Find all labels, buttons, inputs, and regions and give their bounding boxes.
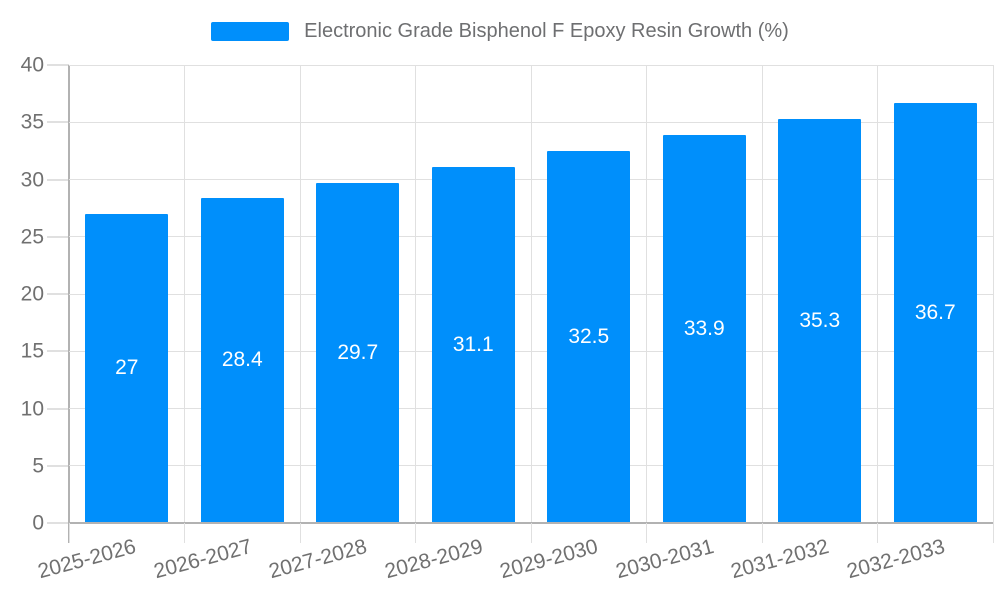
x-axis-tick xyxy=(68,523,70,543)
y-axis-tick-label: 30 xyxy=(20,168,44,191)
bar[interactable]: 29.7 xyxy=(316,182,400,523)
bar-value-label: 27 xyxy=(115,356,139,380)
x-axis-tick-label: 2027-2028 xyxy=(266,535,370,584)
bar[interactable]: 28.4 xyxy=(200,197,284,523)
y-axis-tick xyxy=(47,293,69,295)
y-axis-tick-label: 0 xyxy=(32,511,44,535)
bar[interactable]: 27 xyxy=(85,213,169,523)
y-axis-tick xyxy=(47,64,69,66)
x-axis-tick xyxy=(992,523,994,543)
x-axis-tick xyxy=(530,523,532,543)
bar-value-label: 29.7 xyxy=(337,340,379,364)
y-axis-ticks xyxy=(47,64,69,524)
y-axis-tick-label: 40 xyxy=(20,53,44,77)
vertical-gridline xyxy=(992,65,994,523)
x-axis-tick xyxy=(646,523,647,543)
y-axis-tick xyxy=(47,464,69,467)
legend-item-series[interactable]: Electronic Grade Bisphenol F Epoxy Resin… xyxy=(211,20,789,43)
bar-value-label: 36.7 xyxy=(914,300,956,324)
bar-value-label: 33.9 xyxy=(683,316,725,340)
x-axis-tick-label: 2029-2030 xyxy=(497,535,601,584)
x-axis-tick-label: 2028-2029 xyxy=(382,535,486,584)
x-axis-tick xyxy=(761,523,763,543)
y-axis-tick xyxy=(47,522,69,524)
bar-value-label: 31.1 xyxy=(452,332,494,356)
bar-value-label: 28.4 xyxy=(221,348,263,372)
y-axis-labels: 0 5 10 15 20 25 30 35 40 xyxy=(0,55,44,534)
bar[interactable]: 33.9 xyxy=(662,134,746,523)
vertical-gridline xyxy=(184,65,185,523)
bar-value-label: 32.5 xyxy=(568,324,610,348)
vertical-gridline xyxy=(761,65,763,523)
x-axis-labels: 2025-2026 2026-2027 2027-2028 2028-2029 2029… xyxy=(36,523,994,600)
y-axis-tick-label: 10 xyxy=(20,397,44,420)
bar[interactable]: 35.3 xyxy=(778,118,862,523)
y-axis-tick xyxy=(47,178,69,181)
x-axis-tick-label: 2032-2033 xyxy=(844,535,948,584)
bar-value-label: 35.3 xyxy=(799,308,841,332)
chart-legend: Electronic Grade Bisphenol F Epoxy Resin… xyxy=(0,20,1000,43)
y-axis-tick xyxy=(47,407,69,410)
x-axis-tick-label: 2026-2027 xyxy=(151,535,255,584)
x-axis-tick-label: 2030-2031 xyxy=(613,535,717,584)
plot-area: 27 28.4 29.7 31.1 32.5 33.9 35.3 36.7 xyxy=(69,64,994,523)
vertical-gridline xyxy=(877,65,878,523)
x-axis-tick xyxy=(415,523,416,543)
y-axis-tick-label: 35 xyxy=(20,110,44,134)
x-axis-tick-label: 2031-2032 xyxy=(728,535,832,584)
x-axis-tick xyxy=(299,523,301,543)
y-axis-tick xyxy=(47,350,69,353)
bar[interactable]: 36.7 xyxy=(893,102,977,523)
y-axis-tick xyxy=(47,235,69,238)
x-axis-tick-label: 2025-2026 xyxy=(35,535,139,584)
legend-label: Electronic Grade Bisphenol F Epoxy Resin… xyxy=(304,20,789,42)
x-axis-tick xyxy=(877,523,878,543)
y-axis-tick-label: 15 xyxy=(20,339,44,363)
bar[interactable]: 31.1 xyxy=(431,166,515,523)
vertical-gridline xyxy=(415,65,416,523)
vertical-gridline xyxy=(530,65,532,523)
x-axis-tick xyxy=(184,523,185,543)
y-axis-tick-label: 5 xyxy=(32,454,44,478)
vertical-gridline xyxy=(299,65,301,523)
y-axis-line xyxy=(68,65,70,543)
legend-swatch-icon xyxy=(211,22,290,41)
vertical-gridline xyxy=(646,65,647,523)
y-axis-tick-label: 20 xyxy=(20,282,44,306)
y-axis-tick-label: 25 xyxy=(20,225,44,249)
bar[interactable]: 32.5 xyxy=(547,150,631,523)
y-axis-tick xyxy=(47,121,69,124)
